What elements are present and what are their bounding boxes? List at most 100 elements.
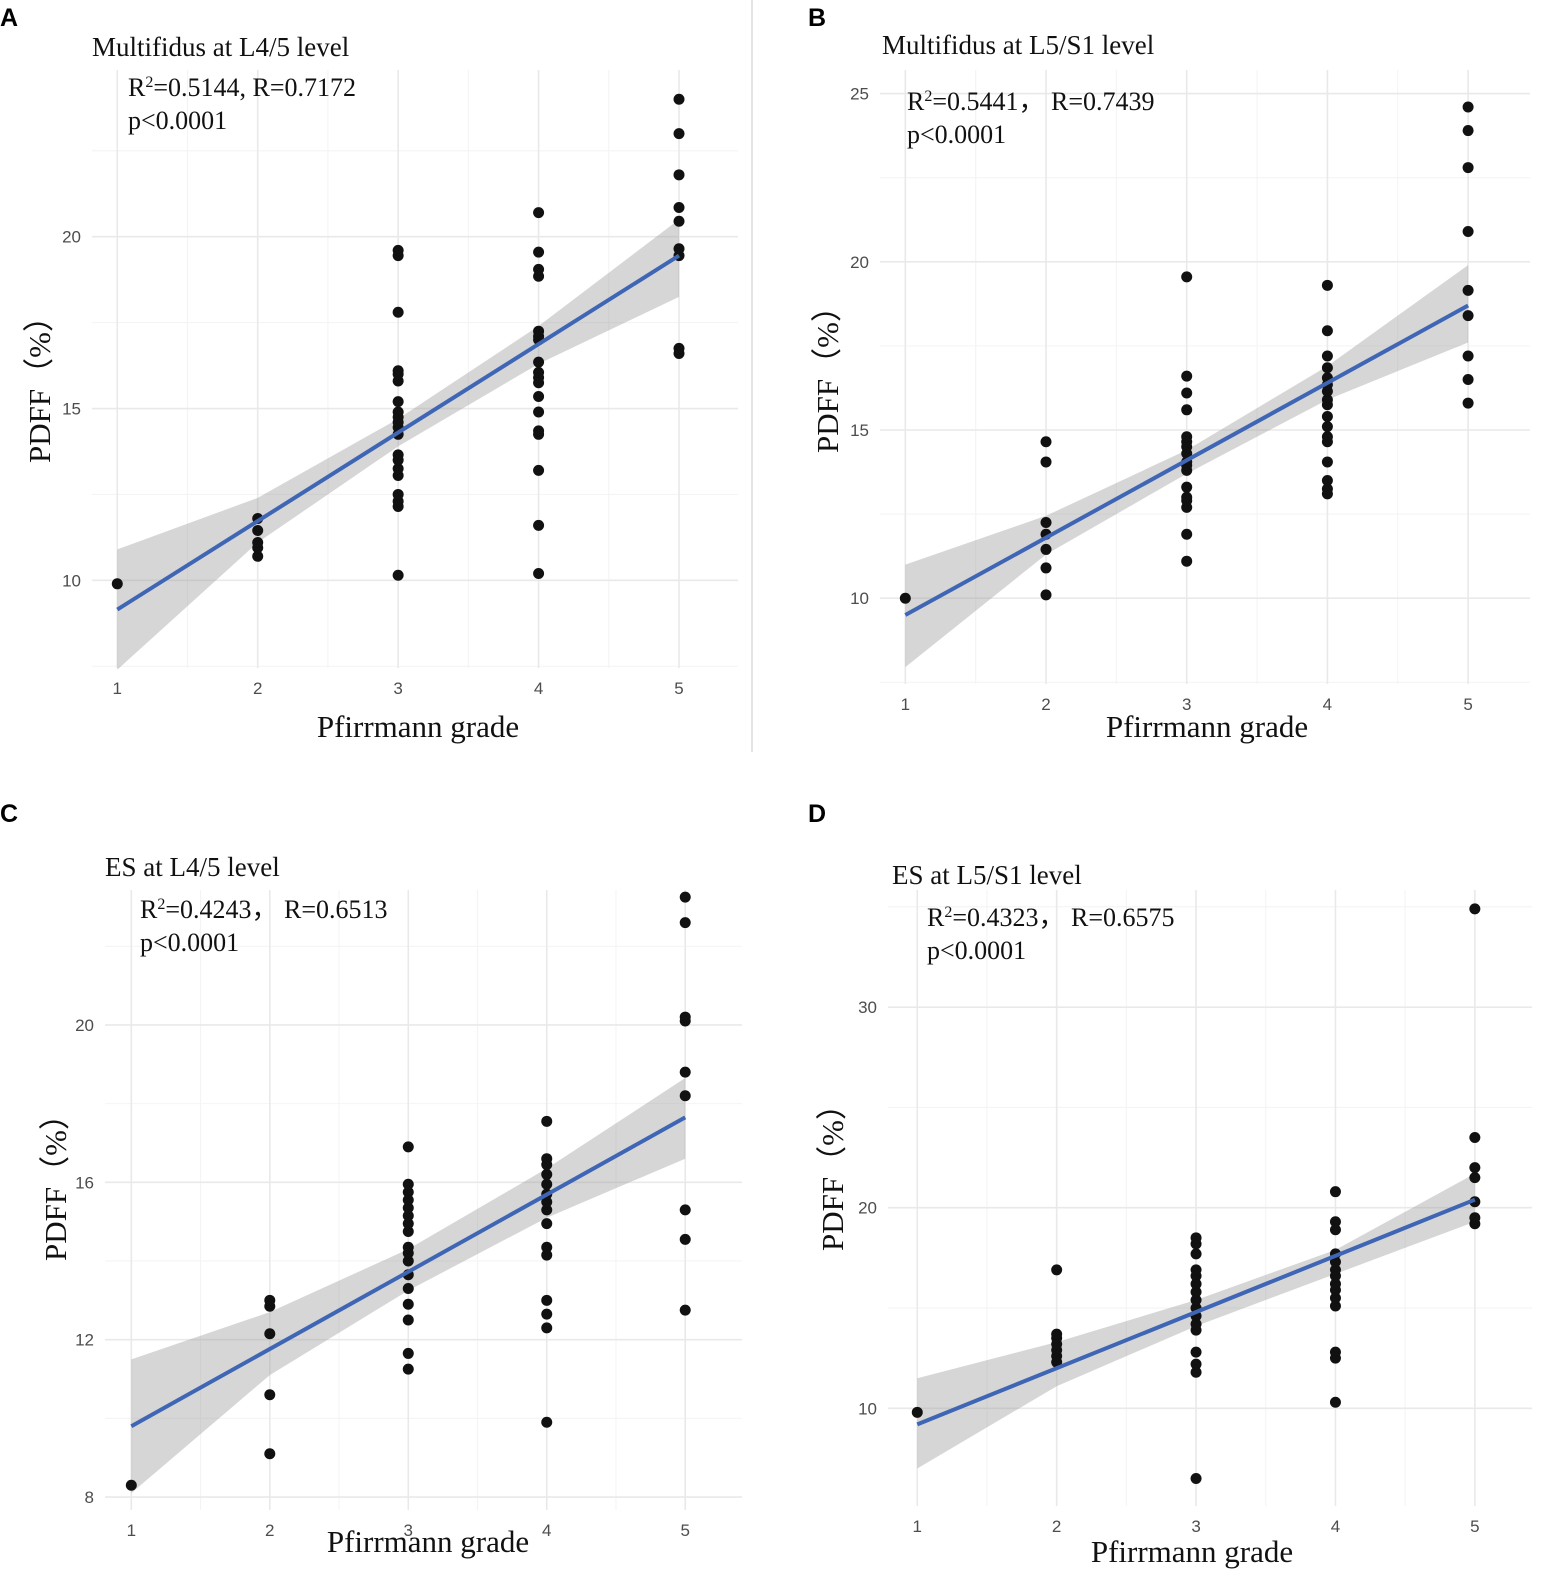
data-point bbox=[1321, 279, 1333, 291]
data-point bbox=[402, 1283, 414, 1295]
data-point bbox=[1462, 125, 1474, 137]
data-point bbox=[1329, 1186, 1341, 1198]
p-value-annotation: p<0.0001 bbox=[927, 936, 1026, 965]
data-point bbox=[1321, 350, 1333, 362]
y-tick-label: 10 bbox=[858, 1399, 877, 1418]
data-point bbox=[1329, 1396, 1341, 1408]
data-point bbox=[1190, 1473, 1202, 1485]
data-point bbox=[1181, 387, 1193, 399]
data-point bbox=[1321, 456, 1333, 468]
data-point bbox=[533, 325, 545, 337]
y-tick-label: 12 bbox=[75, 1331, 94, 1350]
p-value-annotation: p<0.0001 bbox=[907, 120, 1006, 149]
data-point bbox=[1040, 589, 1052, 601]
data-point bbox=[541, 1322, 553, 1334]
y-tick-label: 8 bbox=[85, 1488, 94, 1507]
panel-letter: D bbox=[808, 800, 826, 828]
data-point bbox=[1321, 483, 1333, 495]
x-tick-label: 3 bbox=[1182, 695, 1191, 714]
data-point bbox=[911, 1406, 923, 1418]
data-point bbox=[541, 1249, 553, 1261]
data-point bbox=[533, 425, 545, 437]
data-point bbox=[264, 1294, 276, 1306]
regression-line bbox=[116, 253, 681, 612]
data-point bbox=[679, 1204, 691, 1216]
data-point bbox=[541, 1241, 553, 1253]
panel-letter: C bbox=[0, 800, 18, 828]
y-axis-title: PDFF（%） bbox=[810, 291, 845, 453]
data-point bbox=[673, 128, 685, 140]
regression-line bbox=[904, 303, 1470, 617]
data-point bbox=[402, 1225, 414, 1237]
panel-a: 10 15 20 1 2 3 4 5 A Multifidus at L4/5 level R2=0… bbox=[0, 4, 738, 744]
y-tick-label: 20 bbox=[75, 1016, 94, 1035]
data-point bbox=[1181, 370, 1193, 382]
data-point bbox=[1181, 431, 1193, 443]
data-point bbox=[673, 93, 685, 105]
data-point bbox=[402, 1194, 414, 1206]
data-point bbox=[1462, 284, 1474, 296]
data-point bbox=[1321, 362, 1333, 374]
data-point bbox=[1469, 1212, 1481, 1224]
data-point bbox=[1462, 162, 1474, 174]
data-point bbox=[1181, 491, 1193, 503]
x-tick-label: 5 bbox=[1470, 1517, 1479, 1536]
x-tick-label: 1 bbox=[913, 1517, 922, 1536]
data-point bbox=[1051, 1264, 1063, 1276]
data-point bbox=[1190, 1346, 1202, 1358]
data-point bbox=[673, 169, 685, 181]
data-point bbox=[1469, 1172, 1481, 1184]
y-tick-label: 15 bbox=[62, 400, 81, 419]
x-axis-title: Pfirrmann grade bbox=[1091, 1534, 1293, 1569]
data-point bbox=[1040, 436, 1052, 448]
data-point bbox=[1462, 374, 1474, 386]
regression-line bbox=[130, 1115, 687, 1428]
data-point bbox=[679, 917, 691, 929]
p-value-annotation: p<0.0001 bbox=[128, 106, 227, 135]
data-point bbox=[392, 306, 404, 318]
x-axis-title: Pfirrmann grade bbox=[317, 709, 519, 744]
data-point bbox=[1329, 1224, 1341, 1236]
x-axis-title: Pfirrmann grade bbox=[1106, 709, 1308, 744]
data-point bbox=[392, 244, 404, 256]
panel-title: ES at L4/5 level bbox=[105, 852, 280, 882]
data-point bbox=[1190, 1366, 1202, 1378]
data-point bbox=[402, 1178, 414, 1190]
data-point bbox=[1181, 481, 1193, 493]
data-point bbox=[1329, 1264, 1341, 1276]
x-axis-title: Pfirrmann grade bbox=[327, 1524, 529, 1559]
data-point bbox=[679, 1304, 691, 1316]
data-point bbox=[1181, 271, 1193, 283]
data-point bbox=[1329, 1300, 1341, 1312]
data-point bbox=[679, 1233, 691, 1245]
data-point bbox=[679, 1011, 691, 1023]
x-tick-label: 5 bbox=[1463, 695, 1472, 714]
x-tick-label: 2 bbox=[265, 1521, 274, 1540]
data-point bbox=[533, 406, 545, 418]
data-point bbox=[1181, 404, 1193, 416]
data-point bbox=[541, 1416, 553, 1428]
data-point bbox=[1181, 528, 1193, 540]
data-point bbox=[533, 246, 545, 258]
data-point bbox=[673, 215, 685, 227]
data-point bbox=[402, 1363, 414, 1375]
data-point bbox=[679, 1066, 691, 1078]
data-point bbox=[402, 1298, 414, 1310]
data-point bbox=[541, 1308, 553, 1320]
data-point bbox=[533, 519, 545, 531]
y-tick-label: 20 bbox=[850, 253, 869, 272]
x-tick-label: 1 bbox=[113, 679, 122, 698]
data-point bbox=[392, 396, 404, 408]
data-point bbox=[402, 1347, 414, 1359]
data-point bbox=[402, 1218, 414, 1230]
data-point bbox=[392, 365, 404, 377]
data-point bbox=[673, 342, 685, 354]
y-tick-label: 15 bbox=[850, 421, 869, 440]
data-point bbox=[1040, 562, 1052, 574]
r-squared-annotation: R2=0.4323， R=0.6575 bbox=[927, 903, 1175, 932]
x-tick-label: 5 bbox=[680, 1521, 689, 1540]
x-tick-label: 3 bbox=[404, 1521, 413, 1540]
data-point bbox=[392, 406, 404, 418]
data-point bbox=[541, 1153, 553, 1165]
y-tick-label: 20 bbox=[858, 1199, 877, 1218]
